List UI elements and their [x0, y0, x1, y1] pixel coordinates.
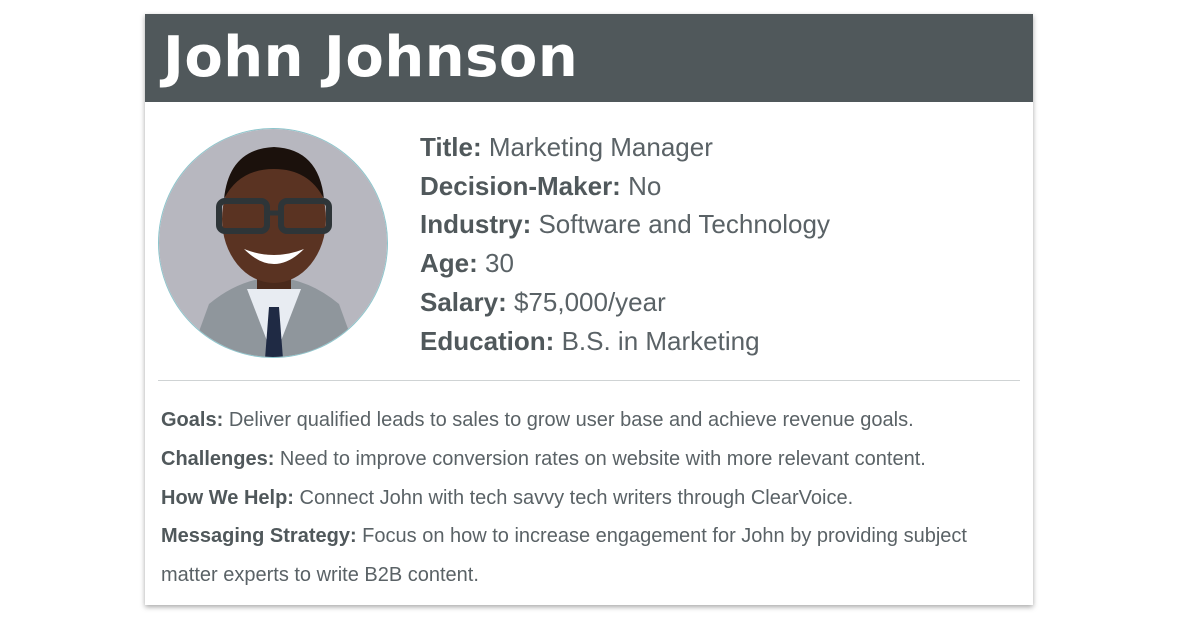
- detail-messaging-strategy: Messaging Strategy: Focus on how to incr…: [161, 517, 1021, 595]
- attribute-label: Industry:: [420, 209, 532, 240]
- attribute-value: 30: [485, 248, 514, 279]
- detail-label: Challenges:: [161, 447, 275, 470]
- attribute-label: Title:: [420, 132, 482, 162]
- attribute-age: Age: 30: [420, 244, 830, 283]
- detail-goals: Goals: Deliver qualified leads to sales …: [161, 401, 1021, 440]
- attribute-education: Education: B.S. in Marketing: [420, 322, 830, 361]
- attribute-value: Marketing Manager: [488, 132, 713, 162]
- attribute-value: B.S. in Marketing: [561, 325, 760, 356]
- attribute-label: Decision-Maker:: [420, 170, 621, 201]
- attribute-value: No: [628, 170, 662, 201]
- attribute-label: Age:: [420, 248, 478, 279]
- detail-label: Messaging Strategy:: [161, 525, 357, 548]
- detail-value: Need to improve conversion rates on webs…: [279, 447, 926, 470]
- persona-photo: [158, 128, 388, 358]
- detail-value: Deliver qualified leads to sales to grow…: [228, 409, 914, 431]
- persona-details: Goals: Deliver qualified leads to sales …: [161, 401, 1021, 595]
- persona-name: John Johnson: [163, 25, 579, 90]
- detail-value: Focus on how to increase engagement for …: [161, 525, 967, 587]
- person-portrait-icon: [159, 129, 387, 357]
- attribute-value: $75,000/year: [513, 286, 666, 317]
- detail-how-we-help: How We Help: Connect John with tech savv…: [161, 479, 1021, 518]
- attribute-title: Title: Marketing Manager: [420, 128, 830, 167]
- attribute-value: Software and Technology: [538, 209, 830, 240]
- persona-attributes: Title: Marketing Manager Decision-Maker:…: [420, 128, 830, 360]
- persona-header: John Johnson: [145, 14, 1033, 102]
- attribute-salary: Salary: $75,000/year: [420, 283, 830, 322]
- detail-label: How We Help:: [161, 486, 294, 509]
- attribute-decision-maker: Decision-Maker: No: [420, 167, 830, 206]
- detail-label: Goals:: [161, 409, 224, 431]
- attribute-label: Salary:: [420, 286, 507, 317]
- attribute-industry: Industry: Software and Technology: [420, 205, 830, 244]
- divider: [158, 380, 1020, 381]
- detail-challenges: Challenges: Need to improve conversion r…: [161, 440, 1021, 479]
- detail-value: Connect John with tech savvy tech writer…: [299, 486, 854, 509]
- persona-card: John Johnson Title: Marketing Manager De…: [145, 14, 1033, 605]
- attribute-label: Education:: [420, 325, 555, 356]
